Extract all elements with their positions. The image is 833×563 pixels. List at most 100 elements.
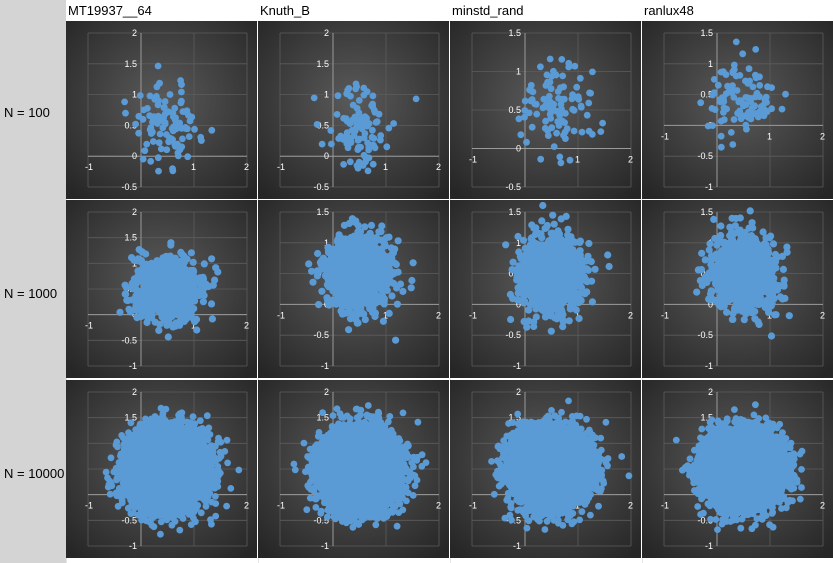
y-tick-label: -0.5: [313, 182, 329, 192]
scatter-point: [717, 132, 725, 140]
scatter-chart-r1c3[interactable]: -112-1-0.500.511.5: [642, 200, 833, 378]
y-tick-label: 1: [708, 59, 713, 69]
scatter-plot-svg: -1 1 2-0.500.511.52: [258, 21, 449, 199]
scatter-point: [509, 295, 517, 303]
scatter-point: [759, 266, 767, 274]
scatter-point: [140, 280, 148, 288]
y-tick-label: 2: [132, 28, 137, 38]
scatter-point: [399, 287, 407, 295]
x-tick-label: -1: [469, 155, 477, 165]
scatter-point: [371, 310, 379, 318]
scatter-point: [717, 291, 725, 299]
column-label-mt19937[interactable]: MT19937__64: [68, 3, 152, 18]
scatter-point: [571, 251, 580, 259]
scatter-chart-r0c1[interactable]: -1 1 2 -0.5 0 0.5 1 1.5 2: [258, 21, 449, 199]
scatter-point: [375, 110, 383, 118]
scatter-point: [338, 235, 346, 243]
scatter-chart-r1c1[interactable]: -112-1-0.500.511.5: [258, 200, 449, 378]
scatter-point: [748, 219, 756, 227]
scatter-chart-r1c0[interactable]: -112-1-0.500.511.52: [66, 200, 257, 378]
scatter-point: [369, 100, 376, 108]
column-label-ranlux48[interactable]: ranlux48: [644, 3, 694, 18]
scatter-point: [765, 297, 773, 305]
scatter-point: [214, 268, 222, 276]
scatter-point: [343, 129, 351, 137]
scatter-point: [128, 254, 136, 262]
row-label-n100[interactable]: N = 100: [4, 105, 50, 120]
scatter-point: [152, 281, 160, 289]
scatter-point: [740, 284, 748, 292]
scatter-chart-r0c3[interactable]: -112-1-0.500.511.5: [642, 21, 833, 199]
scatter-point: [745, 108, 752, 116]
scatter-point: [160, 261, 169, 270]
column-label-row: [66, 0, 833, 22]
scatter-point: [751, 315, 759, 323]
scatter-point: [567, 245, 576, 254]
x-tick-label: 1: [191, 321, 196, 331]
x-tick-label: 1: [383, 162, 388, 172]
scatter-point: [565, 283, 573, 291]
x-tick-label: -1: [85, 162, 93, 172]
scatter-point: [752, 110, 760, 117]
scatter-point: [555, 251, 564, 259]
scatter-point: [135, 246, 143, 254]
x-tick-label: 2: [628, 310, 633, 320]
scatter-point: [339, 242, 347, 250]
scatter-point: [393, 300, 401, 308]
scatter-point: [318, 287, 326, 295]
scatter-point: [538, 217, 546, 225]
scatter-chart-r2c0[interactable]: -112-1-0.500.511.52: [66, 380, 257, 558]
scatter-point: [717, 143, 725, 151]
scatter-point: [309, 278, 317, 286]
row-label-n10000[interactable]: N = 10000: [4, 466, 64, 481]
scatter-point: [185, 133, 193, 140]
scatter-point: [347, 92, 354, 100]
scatter-point: [556, 153, 564, 161]
scatter-point: [562, 110, 569, 117]
y-tick-label: 1.5: [508, 207, 521, 217]
scatter-point: [154, 154, 162, 162]
column-label-minstd-rand[interactable]: minstd_rand: [452, 3, 524, 18]
scatter-point: [527, 292, 535, 300]
scatter-point: [409, 259, 417, 267]
scatter-point: [338, 308, 346, 316]
y-tick-label: 0: [132, 310, 137, 320]
scatter-point: [407, 284, 415, 292]
row-label-n1000[interactable]: N = 1000: [4, 286, 57, 301]
scatter-point: [385, 124, 393, 132]
column-label-knuth-b[interactable]: Knuth_B: [260, 3, 310, 18]
scatter-chart-r0c0[interactable]: -1 1 2 -0.5 0 0.5 1 1.5 2: [66, 21, 257, 199]
scatter-point: [523, 323, 531, 331]
scatter-point: [193, 326, 201, 334]
scatter-point: [551, 277, 559, 285]
scatter-point: [550, 220, 558, 228]
scatter-point: [521, 107, 529, 114]
scatter-point: [733, 283, 741, 291]
scatter-point: [168, 312, 176, 321]
scatter-chart-r0c2[interactable]: -1 1 2 -0.5 0 0.5 1 1.5: [450, 21, 641, 199]
scatter-point: [178, 97, 185, 105]
y-tick-label: 0.5: [124, 120, 137, 130]
scatter-point: [174, 149, 182, 157]
scatter-point: [584, 266, 592, 274]
scatter-point: [604, 251, 612, 259]
x-tick-label: 2: [436, 162, 441, 172]
scatter-point: [747, 275, 755, 283]
scatter-point: [550, 67, 557, 75]
scatter-point: [557, 159, 565, 167]
scatter-point: [694, 266, 702, 274]
scatter-point: [331, 261, 339, 269]
y-tick-label: 1.5: [316, 59, 329, 69]
scatter-point: [550, 143, 558, 150]
scatter-point: [728, 235, 736, 243]
scatter-point: [565, 63, 573, 71]
scatter-point: [394, 237, 402, 245]
scatter-point: [764, 245, 772, 253]
scatter-point: [729, 267, 738, 276]
scatter-point: [334, 92, 342, 100]
scatter-point: [182, 276, 190, 284]
scatter-point: [753, 240, 762, 248]
scatter-point: [771, 250, 780, 259]
scatter-chart-r1c2[interactable]: -112-1-0.500.511.5: [450, 200, 641, 378]
scatter-point: [412, 95, 420, 103]
